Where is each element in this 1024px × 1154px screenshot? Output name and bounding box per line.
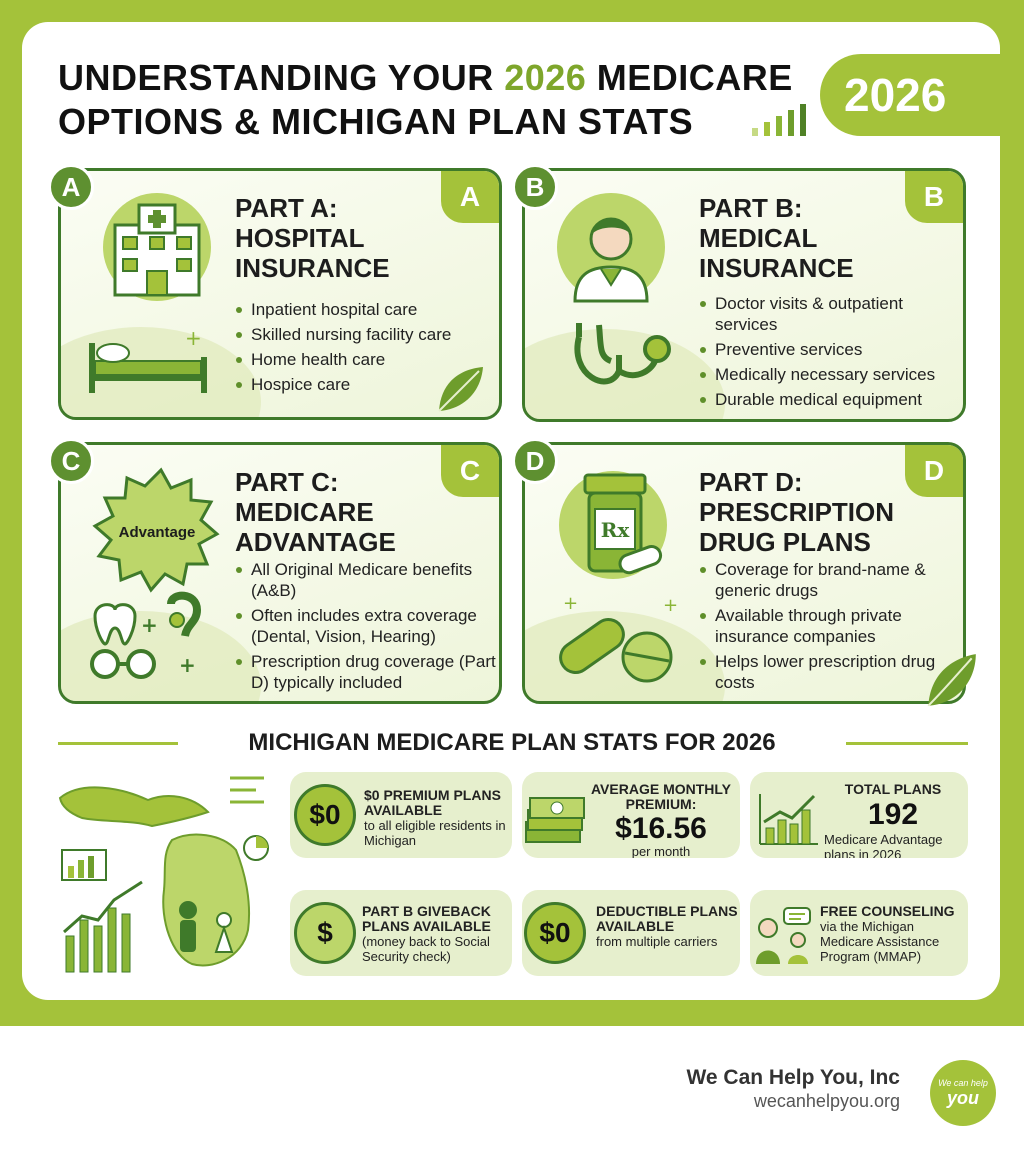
stat-zero-deductible: $0 DEDUCTIBLE PLANS AVAILABLE from multi… — [522, 890, 740, 976]
hospital-icon: + — [89, 193, 211, 393]
advantage-badge-icon: Advantage + + — [90, 467, 220, 679]
dollar-coin-icon: $ — [294, 902, 356, 964]
svg-text:+: + — [563, 593, 578, 614]
average-premium-value: $16.56 — [615, 812, 707, 845]
signal-bars-icon — [752, 104, 806, 136]
card-list: Inpatient hospital care Skilled nursing … — [235, 299, 497, 399]
part-letter-badge: D — [512, 438, 558, 484]
leaf-icon — [927, 654, 976, 707]
part-letter-badge: C — [48, 438, 94, 484]
svg-text:+: + — [663, 595, 678, 616]
list-item: Skilled nursing facility care — [235, 324, 497, 345]
part-letter-badge: A — [48, 164, 94, 210]
svg-text:+: + — [185, 326, 202, 350]
rx-label: Rx — [601, 518, 631, 542]
card-part-d: D Rx + + PART D: PRESCRIPTION DRUG PLANS… — [522, 442, 966, 704]
company-name: We Can Help You, Inc — [686, 1066, 900, 1089]
stats-title: MICHIGAN MEDICARE PLAN STATS FOR 2026 — [248, 729, 776, 756]
advantage-badge-label: Advantage — [119, 524, 196, 541]
growth-chart-icon — [759, 794, 818, 845]
counselor-icon — [756, 907, 811, 964]
divider-right — [846, 742, 968, 745]
list-item: Available through private insurance comp… — [699, 605, 961, 647]
list-item: Medically necessary services — [699, 364, 961, 385]
list-item: Inpatient hospital care — [235, 299, 497, 320]
part-letter-badge: B — [512, 164, 558, 210]
card-letter-tab: A — [441, 171, 499, 223]
list-item: Doctor visits & outpatient services — [699, 293, 961, 335]
svg-text:+: + — [141, 613, 158, 637]
card-list: Doctor visits & outpatient services Prev… — [699, 293, 961, 414]
list-item: Prescription drug coverage (Part D) typi… — [235, 651, 497, 693]
card-list: All Original Medicare benefits (A&B) Oft… — [235, 559, 497, 697]
list-item: Helps lower prescription drug costs — [699, 651, 961, 693]
doctor-icon — [557, 193, 671, 385]
card-part-b: B PART B: MEDICAL INSURANCE Doctor visit… — [522, 168, 966, 422]
list-item: Coverage for brand-name & generic drugs — [699, 559, 961, 601]
title-year-highlight: 2026 — [504, 57, 587, 98]
pill-bottle-icon: Rx + + — [559, 471, 678, 683]
list-item: Hospice care — [235, 374, 497, 395]
dollar-coin-icon: $0 — [294, 784, 356, 846]
list-item: Often includes extra coverage (Dental, V… — [235, 605, 497, 647]
year-badge: 2026 — [820, 54, 1024, 136]
michigan-map-icon — [58, 776, 269, 973]
list-item: Home health care — [235, 349, 497, 370]
stat-part-b-giveback: $ PART B GIVEBACK PLANS AVAILABLE (money… — [290, 890, 512, 976]
card-title: PART A: HOSPITAL INSURANCE — [235, 193, 390, 283]
company-logo: We can help you — [930, 1060, 996, 1126]
card-title: PART D: PRESCRIPTION DRUG PLANS — [699, 467, 895, 557]
stat-free-counseling: FREE COUNSELING via the Michigan Medicar… — [750, 890, 968, 976]
leaf-icon — [438, 367, 483, 412]
total-plans-value: 192 — [867, 798, 919, 831]
list-item: All Original Medicare benefits (A&B) — [235, 559, 497, 601]
dollar-coin-icon: $0 — [524, 902, 586, 964]
company-url[interactable]: wecanhelpyou.org — [753, 1091, 900, 1111]
money-stack-icon — [525, 797, 585, 843]
card-letter-tab: C — [441, 445, 499, 497]
stat-zero-premium: $0 $0 PREMIUM PLANS AVAILABLE to all eli… — [290, 772, 512, 858]
stat-total-plans: TOTAL PLANS 192 Medicare Advantage plans… — [750, 772, 968, 858]
divider-left — [58, 742, 178, 745]
card-part-a: A + PART A: HOSPITAL INSURANCE Inpatient… — [58, 168, 502, 420]
page-title: UNDERSTANDING YOUR 2026 MEDICARE OPTIONS… — [58, 57, 793, 142]
svg-text:+: + — [179, 653, 196, 677]
list-item: Durable medical equipment — [699, 389, 961, 410]
card-title: PART B: MEDICAL INSURANCE — [699, 193, 854, 283]
card-part-c: C Advantage + + PART C: MEDICARE ADVANTA… — [58, 442, 502, 704]
list-item: Preventive services — [699, 339, 961, 360]
card-list: Coverage for brand-name & generic drugs … — [699, 559, 961, 697]
card-title: PART C: MEDICARE ADVANTAGE — [235, 467, 396, 557]
stat-average-premium: AVERAGE MONTHLY PREMIUM: $16.56 per mont… — [522, 772, 740, 858]
card-letter-tab: B — [905, 171, 963, 223]
card-letter-tab: D — [905, 445, 963, 497]
